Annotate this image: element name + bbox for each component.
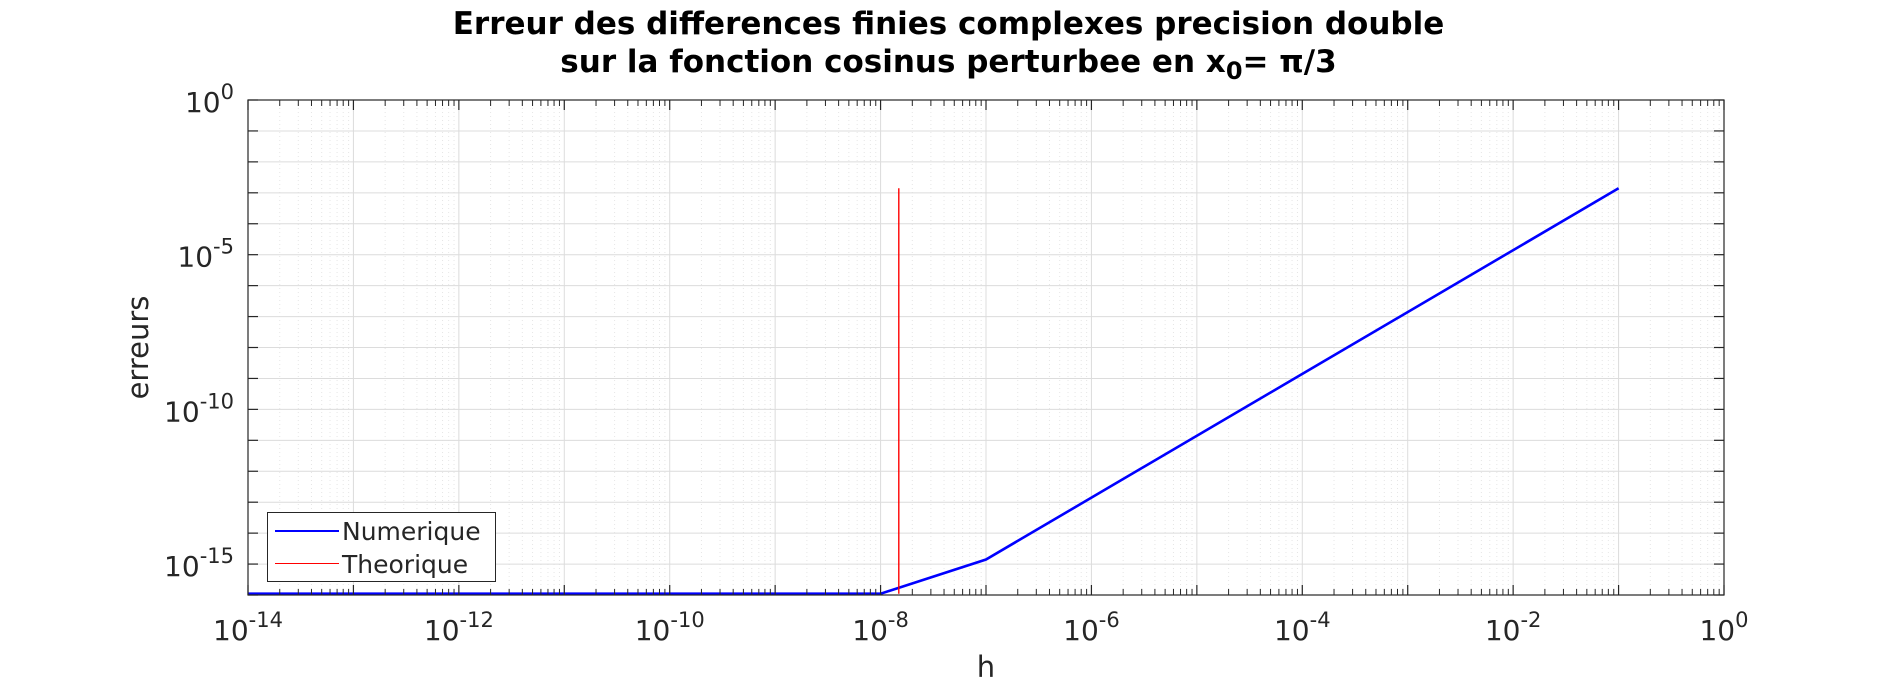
legend-label-theorique: Theorique <box>342 550 469 579</box>
x-tick-label: 10-6 <box>1063 608 1120 647</box>
legend-entry-theorique: Theorique <box>268 548 495 580</box>
x-tick-label: 10-2 <box>1485 608 1542 647</box>
y-tick-label: 10-10 <box>164 389 234 428</box>
tick-marks <box>247 99 1725 596</box>
chart-title-text-1: Erreur des differences finies complexes … <box>452 6 1445 42</box>
legend-entry-numerique: Numerique <box>268 515 495 547</box>
chart-title-line-2: sur la fonction cosinus perturbee en x0=… <box>0 44 1897 85</box>
legend: Numerique Theorique <box>267 512 496 582</box>
legend-swatch-numerique <box>275 530 339 532</box>
x-tick-label: 10-4 <box>1274 608 1331 647</box>
legend-label-numerique: Numerique <box>342 517 481 546</box>
x-axis-label: h <box>977 650 995 684</box>
tick-labels: 10-14 10-12 10-10 10-8 10-6 10-4 10-2 100 100 10-… <box>164 80 1748 647</box>
x-tick-label: 10-8 <box>852 608 909 647</box>
y-axis-label: erreurs <box>121 296 155 400</box>
legend-swatch-theorique <box>275 563 339 564</box>
x-tick-label: 10-12 <box>424 608 494 647</box>
x-tick-label: 10-14 <box>213 608 283 647</box>
y-tick-label: 10-15 <box>164 544 234 583</box>
chart-title-subscript: 0 <box>1225 57 1243 86</box>
y-tick-label: 100 <box>185 80 234 119</box>
x-tick-label: 100 <box>1699 608 1748 647</box>
chart-title-text-2: sur la fonction cosinus perturbee en x <box>560 44 1226 80</box>
chart-title-line-1: Erreur des differences finies complexes … <box>0 6 1897 42</box>
y-tick-label: 10-5 <box>177 235 234 274</box>
chart-title-suffix: = π/3 <box>1242 44 1337 80</box>
x-tick-label: 10-10 <box>635 608 705 647</box>
